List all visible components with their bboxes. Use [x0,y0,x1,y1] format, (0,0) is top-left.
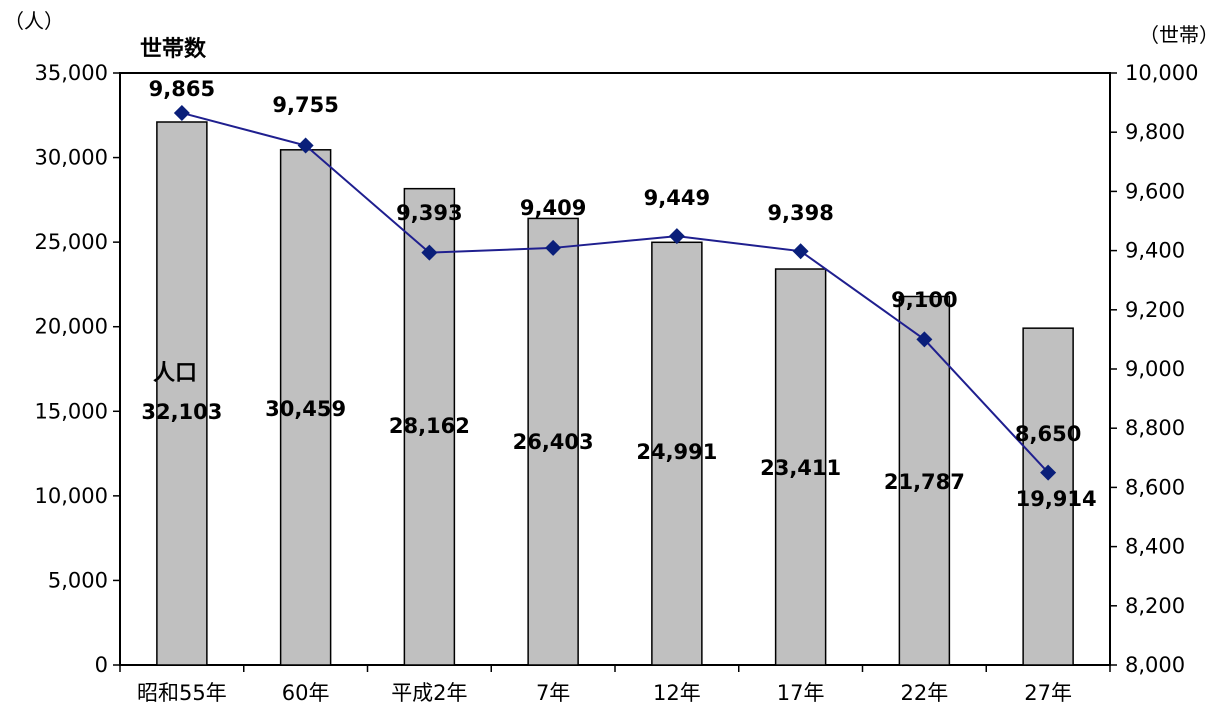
households-point-marker [421,244,438,261]
x-axis-category-label: 7年 [536,681,570,705]
population-bar [156,121,208,666]
households-value-label: 9,393 [396,201,462,225]
right-axis-tick-label: 8,400 [1125,535,1185,559]
right-axis-tick-label: 8,800 [1125,416,1185,440]
line-layer [173,104,1057,481]
population-value-label: 32,103 [141,400,222,424]
left-axis-tick-label: 5,000 [48,568,108,592]
left-axis-tick-label: 30,000 [35,146,108,170]
households-value-label: 9,100 [891,288,957,312]
right-axis-unit-label: （世帯） [1139,23,1219,47]
households-point-marker [916,331,933,348]
x-axis-category-label: 60年 [282,681,330,705]
right-axis-tick-label: 9,000 [1125,357,1185,381]
households-point-marker [173,104,190,121]
households-line [181,111,1049,474]
right-axis-tick-label: 9,200 [1125,298,1185,322]
left-axis-tick-label: 10,000 [35,484,108,508]
households-value-label: 9,398 [767,201,833,225]
plot-area [119,72,1111,666]
population-value-label: 23,411 [760,456,841,480]
right-axis-tick-label: 8,200 [1125,594,1185,618]
population-value-label: 24,991 [636,440,717,464]
households-value-label: 9,755 [272,93,338,117]
right-axis-tick-label: 8,600 [1125,475,1185,499]
right-axis-tick-label: 9,600 [1125,179,1185,203]
left-axis-tick-label: 35,000 [35,61,108,85]
x-axis-category-label: 12年 [653,681,701,705]
population-bar [527,217,579,666]
left-axis-tick-label: 15,000 [35,399,108,423]
right-axis-tick-label: 8,000 [1125,653,1185,677]
households-value-label: 9,449 [644,186,710,210]
right-axis-tick-label: 10,000 [1125,61,1198,85]
households-value-label: 8,650 [1015,422,1081,446]
left-axis-tick-label: 25,000 [35,230,108,254]
bars-layer [156,121,1074,666]
x-axis-category-label: 平成2年 [391,681,467,705]
population-bar [774,268,827,666]
population-bar [403,187,456,666]
households-point-marker [668,228,685,245]
population-value-label: 21,787 [884,470,965,494]
population-bar [651,241,703,666]
left-axis-tick-label: 0 [95,653,108,677]
population-value-label: 30,459 [265,397,346,421]
population-value-label: 26,403 [513,430,594,454]
x-axis-category-label: 昭和55年 [137,681,227,705]
population-value-label: 28,162 [389,414,470,438]
right-axis-tick-label: 9,800 [1125,120,1185,144]
labels-layer: 32,103 30,459 28,162 26,403 24,991 23,411 21,7… [141,77,1096,511]
population-series-label: 人口 [153,361,197,386]
population-bar [1022,327,1074,666]
households-point-marker [297,137,314,154]
households-value-label: 9,409 [520,196,586,220]
axes-layer: 0 5,000 10,000 15,000 20,000 25,000 30,000 35,0… [35,61,1199,705]
population-value-label: 19,914 [1016,487,1097,511]
x-axis-category-label: 22年 [901,681,949,705]
households-series-label: 世帯数 [140,36,207,62]
households-point-marker [545,239,562,256]
households-value-label: 9,865 [149,77,215,101]
left-axis-tick-label: 20,000 [35,315,108,339]
x-axis-category-label: 27年 [1024,681,1072,705]
x-axis-category-label: 17年 [777,681,825,705]
right-axis-tick-label: 9,400 [1125,239,1185,263]
left-axis-unit-label: （人） [4,9,64,33]
households-point-marker [1040,464,1057,481]
population-bar [279,149,332,666]
households-point-marker [792,243,809,260]
